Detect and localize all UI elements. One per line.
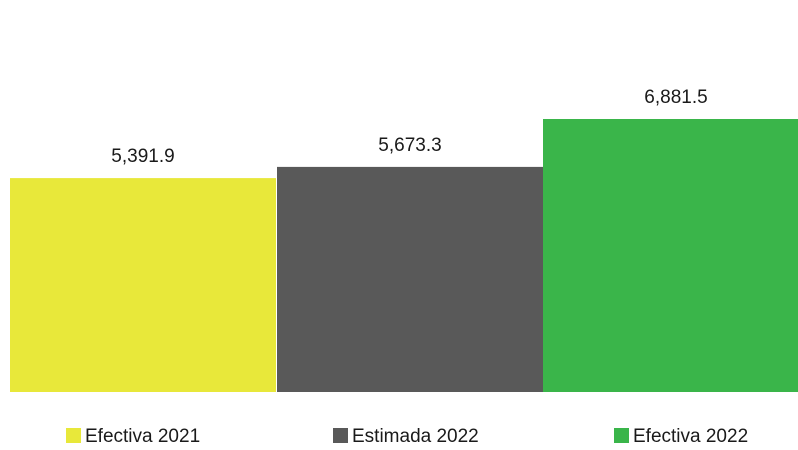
legend-label: Efectiva 2021 <box>85 426 200 447</box>
legend: Efectiva 2021 Estimada 2022 Efectiva 2022 <box>66 426 748 447</box>
legend-label: Estimada 2022 <box>352 426 479 447</box>
data-label: 6,881.5 <box>644 87 707 108</box>
data-labels-group: 5,391.9 5,673.3 6,881.5 <box>111 87 707 167</box>
legend-label: Efectiva 2022 <box>633 426 748 447</box>
bars-group <box>10 119 798 392</box>
legend-swatch <box>333 428 348 443</box>
data-label: 5,391.9 <box>111 146 174 167</box>
bar-efectiva-2021 <box>10 178 276 392</box>
bar-estimada-2022 <box>277 166 543 392</box>
bar-efectiva-2022 <box>543 119 798 392</box>
legend-swatch <box>614 428 629 443</box>
data-label: 5,673.3 <box>378 135 441 156</box>
legend-swatch <box>66 428 81 443</box>
